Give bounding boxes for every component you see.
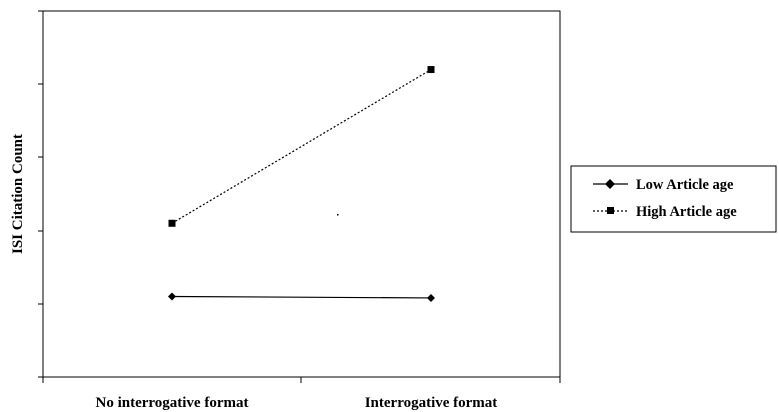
legend-high-article-age-marker — [607, 207, 614, 214]
legend-high-article-age-label: High Article age — [636, 204, 737, 220]
x-tick-label-no-interrogative: No interrogative format — [95, 395, 248, 411]
y-axis-label: ISI Citation Count — [10, 134, 26, 254]
low-article-age-point-1 — [168, 292, 176, 301]
legend-box — [570, 165, 777, 233]
y-axis-ticks — [38, 10, 43, 378]
legend-low-article-age-marker — [605, 179, 615, 189]
low-article-age-point-2 — [427, 293, 435, 302]
series-low-article-age-line — [171, 295, 432, 299]
stray-dot — [337, 214, 339, 216]
legend: Low Article age High Article age — [570, 165, 777, 233]
high-article-age-point-1 — [168, 219, 176, 227]
x-tick-label-interrogative: Interrogative format — [365, 395, 498, 411]
x-axis-ticks — [42, 377, 561, 383]
legend-low-article-age-label: Low Article age — [636, 177, 734, 193]
plot-area — [42, 10, 561, 378]
high-article-age-point-2 — [427, 66, 435, 74]
